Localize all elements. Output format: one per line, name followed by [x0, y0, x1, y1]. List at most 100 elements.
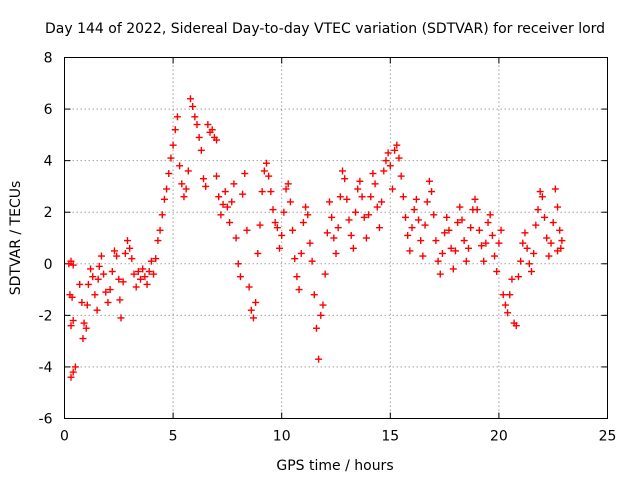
- data-point: [208, 126, 216, 134]
- y-tick-label: 2: [44, 205, 53, 221]
- data-point: [276, 244, 284, 252]
- data-point: [69, 368, 77, 376]
- data-point: [254, 249, 262, 257]
- data-point: [391, 146, 399, 154]
- data-point: [163, 185, 171, 193]
- data-point: [462, 257, 470, 265]
- data-point: [223, 203, 231, 211]
- data-point: [83, 301, 91, 309]
- data-point: [556, 226, 564, 234]
- data-point: [182, 185, 190, 193]
- data-point: [384, 149, 392, 157]
- data-point: [425, 177, 433, 185]
- y-axis-ticks: -6 -4 -2 0 2 4 6 8: [39, 51, 608, 428]
- data-point: [362, 234, 370, 242]
- data-point: [265, 172, 273, 180]
- data-point: [428, 188, 436, 196]
- data-point: [545, 252, 553, 260]
- plot-frame: [64, 57, 608, 419]
- data-point: [514, 273, 522, 281]
- data-point: [527, 268, 535, 276]
- data-point: [134, 268, 142, 276]
- data-point: [408, 224, 416, 232]
- data-point: [388, 185, 396, 193]
- data-point: [102, 288, 110, 296]
- data-point: [156, 226, 164, 234]
- data-point: [464, 244, 472, 252]
- data-point: [289, 226, 297, 234]
- data-point: [343, 195, 351, 203]
- data-point: [213, 172, 221, 180]
- data-point: [451, 247, 459, 255]
- data-point: [371, 180, 379, 188]
- data-point: [504, 309, 512, 317]
- data-point: [354, 185, 362, 193]
- data-points: [65, 95, 566, 381]
- data-point: [406, 247, 414, 255]
- data-point: [76, 280, 84, 288]
- data-point: [280, 208, 288, 216]
- data-point: [312, 324, 320, 332]
- x-axis-label: GPS time / hours: [276, 458, 393, 474]
- data-point: [243, 226, 251, 234]
- data-point: [423, 198, 431, 206]
- data-point: [499, 291, 507, 299]
- data-point: [234, 260, 242, 268]
- data-point: [117, 314, 125, 322]
- data-point: [80, 319, 88, 327]
- data-point: [447, 244, 455, 252]
- data-point: [215, 193, 223, 201]
- data-point: [317, 311, 325, 319]
- data-point: [217, 211, 225, 219]
- chart-title: Day 144 of 2022, Sidereal Day-to-day VTE…: [45, 21, 605, 37]
- data-point: [336, 193, 344, 201]
- data-point: [547, 239, 555, 247]
- data-point: [512, 322, 520, 330]
- data-point: [519, 239, 527, 247]
- data-point: [154, 237, 162, 245]
- x-axis-ticks: 0 5 10 15 20 25: [60, 57, 616, 445]
- data-point: [467, 224, 475, 232]
- data-point: [325, 198, 333, 206]
- data-point: [393, 141, 401, 149]
- data-point: [551, 185, 559, 193]
- data-point: [365, 211, 373, 219]
- data-point: [193, 121, 201, 129]
- data-point: [186, 95, 194, 103]
- data-point: [132, 283, 140, 291]
- data-point: [432, 237, 440, 245]
- data-point: [341, 175, 349, 183]
- data-point: [245, 283, 253, 291]
- data-point: [173, 113, 181, 121]
- data-point: [278, 231, 286, 239]
- data-point: [506, 291, 514, 299]
- data-point: [438, 249, 446, 257]
- y-tick-label: -2: [39, 308, 53, 324]
- data-point: [523, 244, 531, 252]
- data-point: [106, 286, 114, 294]
- data-point: [93, 306, 101, 314]
- data-point: [167, 154, 175, 162]
- data-point: [147, 257, 155, 265]
- data-point: [176, 162, 184, 170]
- data-point: [373, 203, 381, 211]
- data-point: [306, 239, 314, 247]
- data-point: [375, 224, 383, 232]
- data-point: [68, 293, 76, 301]
- data-point: [269, 206, 277, 214]
- data-point: [304, 211, 312, 219]
- data-point: [123, 237, 131, 245]
- data-point: [71, 363, 79, 371]
- data-point: [382, 157, 390, 165]
- data-point: [458, 216, 466, 224]
- data-point: [180, 193, 188, 201]
- data-point: [160, 195, 168, 203]
- data-point: [471, 195, 479, 203]
- y-tick-label: -6: [39, 412, 53, 428]
- data-point: [332, 249, 340, 257]
- data-point: [87, 265, 95, 273]
- data-point: [256, 221, 264, 229]
- data-point: [78, 298, 86, 306]
- data-point: [291, 255, 299, 263]
- data-point: [475, 226, 483, 234]
